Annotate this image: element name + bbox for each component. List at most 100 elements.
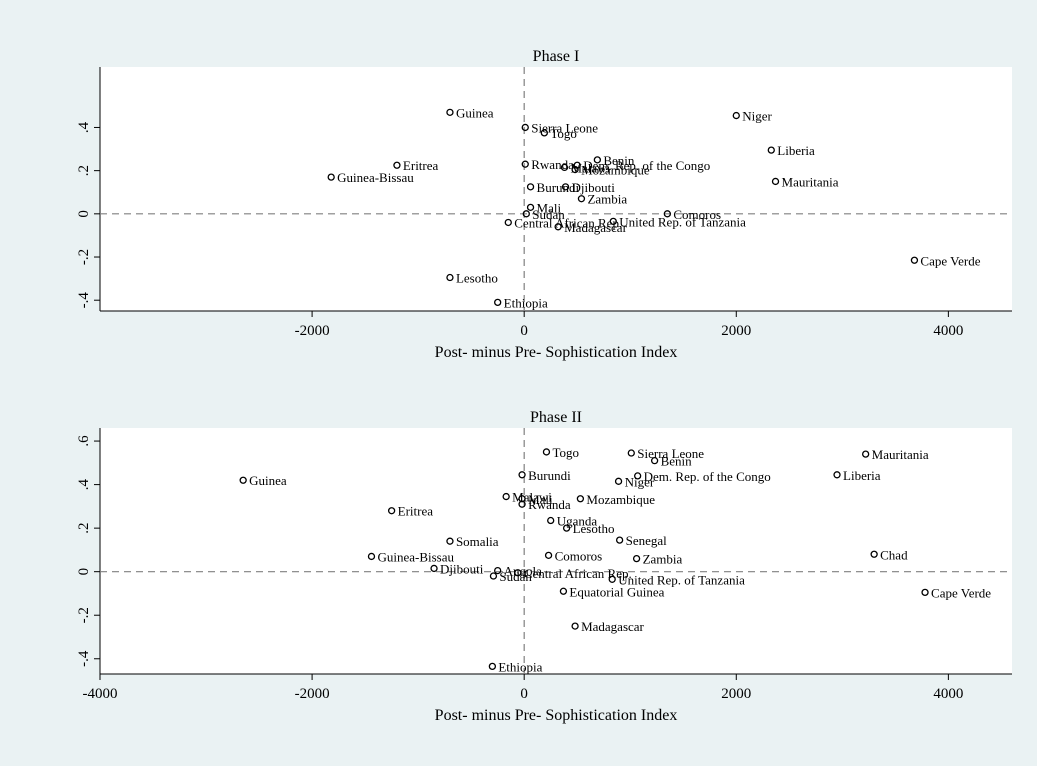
data-point-label: Malawi bbox=[570, 160, 610, 175]
data-point bbox=[921, 588, 929, 597]
data-point-label: Guinea bbox=[249, 473, 287, 488]
data-point bbox=[387, 507, 396, 515]
data-point-label: Cape Verde bbox=[920, 253, 980, 268]
y-tick-label: -.2 bbox=[76, 607, 92, 623]
data-point bbox=[862, 450, 870, 458]
data-point-label: Mozambique bbox=[586, 492, 655, 507]
data-point bbox=[489, 572, 498, 580]
data-point-label: Sierra Leone bbox=[531, 120, 598, 135]
data-point-label: Angola bbox=[504, 564, 543, 579]
plot-area bbox=[100, 428, 1012, 674]
data-point-label: United Rep. of Tanzania bbox=[619, 214, 746, 229]
data-point-label: Guinea-Bissau bbox=[377, 549, 454, 564]
data-point-label: Zambia bbox=[587, 192, 627, 207]
y-tick-label: .2 bbox=[76, 523, 92, 534]
data-point bbox=[833, 471, 841, 479]
data-point-label: Burundi bbox=[528, 468, 571, 483]
data-point bbox=[577, 195, 586, 203]
data-point-label: Lesotho bbox=[456, 271, 498, 286]
x-axis-title: Post- minus Pre- Sophistication Index bbox=[435, 707, 678, 724]
data-point-label: Mauritania bbox=[872, 447, 929, 462]
data-point bbox=[593, 156, 602, 164]
data-point-label: Rwanda bbox=[531, 157, 574, 172]
data-point-label: Liberia bbox=[843, 468, 881, 483]
data-point-label: Benin bbox=[661, 454, 693, 469]
y-tick-label: -.4 bbox=[76, 650, 92, 667]
y-tick-label: .4 bbox=[76, 478, 92, 490]
x-tick-label: -4000 bbox=[83, 686, 118, 702]
data-point bbox=[554, 223, 562, 231]
data-point bbox=[571, 622, 579, 630]
data-point bbox=[732, 111, 740, 120]
data-point bbox=[502, 492, 510, 501]
data-point bbox=[521, 123, 529, 132]
data-point-label: Comoros bbox=[673, 207, 721, 222]
data-point bbox=[767, 146, 775, 154]
data-point bbox=[608, 575, 616, 583]
data-point-label: Central African Rep. bbox=[514, 215, 622, 230]
data-point-label: Niger bbox=[625, 474, 655, 489]
data-point bbox=[526, 203, 535, 212]
data-point bbox=[615, 536, 624, 544]
x-axis-title: Post- minus Pre- Sophistication Index bbox=[435, 344, 678, 361]
data-point bbox=[544, 551, 553, 560]
y-tick-label: -.4 bbox=[76, 292, 92, 309]
x-tick-label: 4000 bbox=[933, 323, 963, 339]
data-point bbox=[540, 129, 548, 137]
data-point bbox=[576, 495, 585, 503]
data-point bbox=[522, 210, 530, 218]
data-point-label: Senegal bbox=[626, 533, 668, 548]
data-point bbox=[561, 183, 570, 191]
data-point bbox=[367, 552, 376, 561]
data-point-label: Benin bbox=[603, 153, 635, 168]
data-point bbox=[542, 448, 551, 456]
x-tick-label: 2000 bbox=[721, 323, 751, 339]
x-tick-label: 4000 bbox=[933, 686, 963, 702]
data-point-label: Central African Rep. bbox=[524, 566, 632, 581]
data-point-label: Eritrea bbox=[403, 158, 439, 173]
data-point-label: Ethiopia bbox=[504, 295, 548, 310]
data-point bbox=[910, 256, 919, 264]
data-point-label: Rwanda bbox=[528, 497, 571, 512]
data-point bbox=[560, 163, 569, 172]
data-point bbox=[559, 587, 568, 595]
data-point-label: Somalia bbox=[456, 534, 499, 549]
data-point-label: Burundi bbox=[537, 180, 580, 195]
data-point-label: United Rep. of Tanzania bbox=[618, 572, 745, 587]
chart-title: Phase II bbox=[530, 409, 582, 426]
data-point bbox=[446, 537, 454, 545]
x-tick-label: 0 bbox=[520, 323, 528, 339]
data-point-label: Guinea bbox=[456, 105, 494, 120]
data-point-label: Chad bbox=[880, 547, 908, 562]
data-point-label: Mauritania bbox=[782, 174, 839, 189]
data-point-label: Equatorial Guinea bbox=[569, 584, 664, 599]
data-point-label: Ethiopia bbox=[498, 659, 542, 674]
data-point bbox=[562, 524, 571, 532]
data-point-label: Liberia bbox=[777, 143, 815, 158]
data-point bbox=[632, 554, 641, 563]
data-point bbox=[446, 273, 454, 282]
data-point bbox=[518, 500, 526, 508]
data-point-label: Lesotho bbox=[573, 521, 615, 536]
data-point-label: Niger bbox=[742, 109, 772, 124]
data-point bbox=[870, 550, 878, 558]
data-point-label: Madagascar bbox=[581, 619, 644, 634]
data-point bbox=[393, 161, 401, 169]
data-point-label: Mali bbox=[537, 200, 562, 215]
data-point-label: Eritrea bbox=[398, 504, 434, 519]
data-point-label: Djibouti bbox=[440, 561, 484, 576]
data-point-label: Djibouti bbox=[572, 180, 616, 195]
data-point bbox=[521, 160, 529, 168]
data-point bbox=[663, 210, 671, 218]
y-tick-label: 0 bbox=[76, 210, 92, 218]
data-point bbox=[571, 165, 579, 174]
data-point bbox=[494, 566, 502, 575]
data-point bbox=[494, 298, 502, 307]
data-point-label: Togo bbox=[552, 445, 579, 460]
data-point-label: Dem. Rep. of the Congo bbox=[583, 158, 710, 173]
y-tick-label: -.2 bbox=[76, 249, 92, 265]
chart-panel-2: -4000 -2000 0 2000 4000 -.4 -.2 0 .2 .4 .6 Phase II… bbox=[76, 409, 1012, 724]
data-point bbox=[526, 183, 535, 191]
data-point-label: Sudan bbox=[532, 207, 565, 222]
